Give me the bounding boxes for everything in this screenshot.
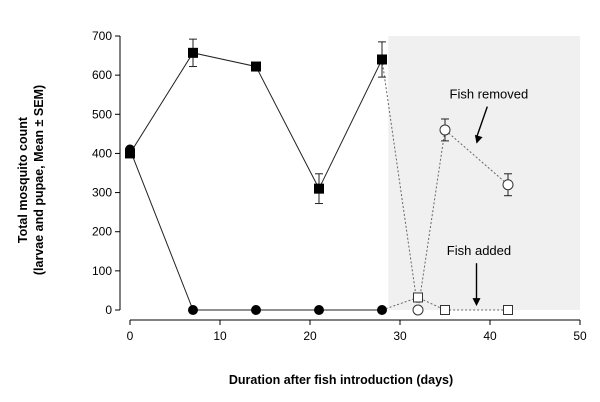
y-tick-label: 200 xyxy=(92,225,112,239)
y-tick-label: 400 xyxy=(92,146,112,160)
data-point xyxy=(125,144,135,155)
series-layer xyxy=(125,38,514,316)
y-axis-title-line2: (larvae and pupae, Mean ± SEM) xyxy=(32,85,46,275)
data-point xyxy=(377,54,387,65)
data-point xyxy=(377,305,387,315)
x-tick-label: 50 xyxy=(573,329,587,343)
annotations-layer: Fish removed Fish added xyxy=(447,87,529,307)
annotation-arrow-head xyxy=(474,134,483,144)
annotation-arrow-head xyxy=(472,298,481,307)
data-point xyxy=(251,61,261,72)
y-tick-label: 600 xyxy=(92,68,112,82)
x-tick-label: 20 xyxy=(303,329,317,343)
series-line xyxy=(129,149,382,311)
data-point xyxy=(314,305,324,315)
y-tick-label: 0 xyxy=(105,303,112,317)
x-tick-label: 10 xyxy=(213,329,227,343)
shaded-region xyxy=(388,36,580,310)
data-point xyxy=(251,305,261,315)
y-tick-label: 100 xyxy=(92,264,112,278)
data-point xyxy=(502,179,514,191)
annotation-label: Fish added xyxy=(447,243,511,258)
data-point xyxy=(188,305,198,315)
data-point xyxy=(503,305,513,315)
series-line xyxy=(381,296,508,311)
data-point xyxy=(440,305,450,315)
y-tick-label: 500 xyxy=(92,107,112,121)
data-point xyxy=(439,124,451,136)
data-point xyxy=(188,47,198,58)
axes-layer xyxy=(119,36,580,321)
x-tick-label: 0 xyxy=(127,329,134,343)
series-line xyxy=(129,52,383,190)
y-tick-label: 300 xyxy=(92,186,112,200)
series-line xyxy=(381,59,509,311)
y-axis-title-line1: Total mosquito count xyxy=(16,116,30,243)
data-point xyxy=(314,183,324,194)
annotation-label: Fish removed xyxy=(450,87,529,102)
x-axis-title: Duration after fish introduction (days) xyxy=(229,373,453,387)
annotation-arrow-line xyxy=(475,106,488,138)
x-tick-label: 30 xyxy=(393,329,407,343)
x-tick-label: 40 xyxy=(483,329,497,343)
y-tick-label: 700 xyxy=(92,29,112,43)
series-markers xyxy=(125,47,514,316)
data-point xyxy=(413,292,423,303)
data-point xyxy=(412,304,424,316)
